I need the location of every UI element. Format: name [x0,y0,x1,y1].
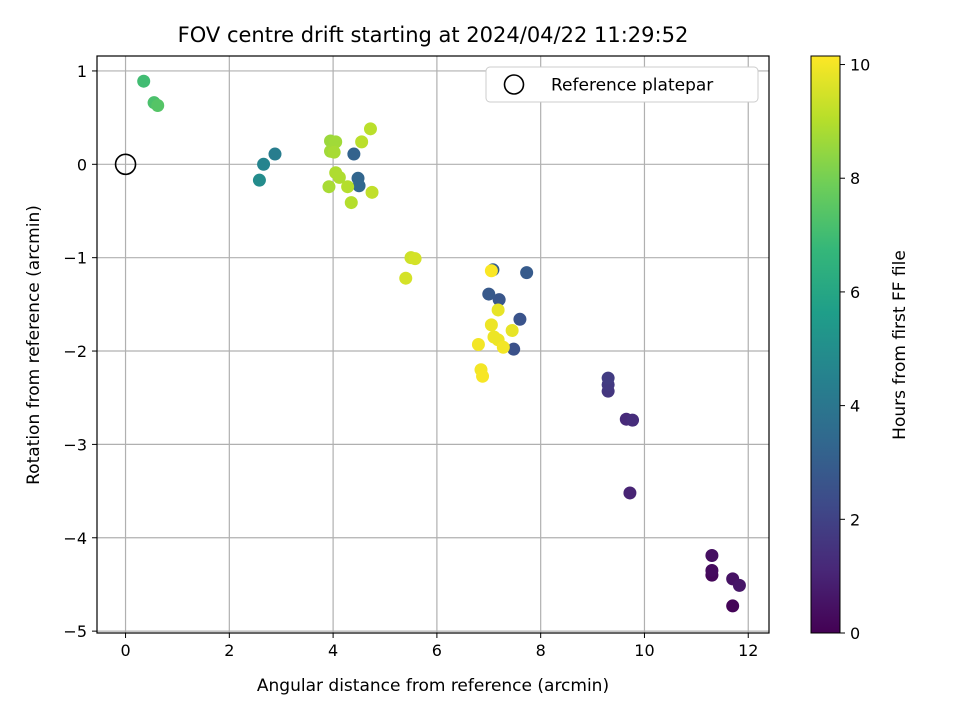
scatter-points [137,74,746,613]
scatter-point [705,549,719,563]
x-axis-label: Angular distance from reference (arcmin) [257,676,609,696]
scatter-point [365,185,379,199]
scatter-point [705,563,719,577]
scatter-point [151,98,165,112]
scatter-point [363,122,377,136]
scatter-point [623,486,637,500]
colorbar-label: Hours from first FF file [890,250,910,440]
colorbar-tick-label: 4 [850,397,860,416]
scatter-point [507,342,521,356]
legend: Reference platepar [485,66,759,103]
scatter-point [496,340,510,354]
legend-entry-reference: Reference platepar [551,76,713,96]
scatter-point [520,266,534,280]
scatter-point [408,252,422,266]
scatter-point [513,312,527,326]
colorbar-tick-label: 8 [850,169,860,188]
colorbar-tick-label: 0 [850,624,860,643]
scatter-point [732,578,746,592]
scatter-point [505,323,519,337]
x-tick-label: 6 [432,641,442,660]
colorbar-tick-label: 6 [850,283,860,302]
scatter-point [355,135,369,149]
colorbar: 0 2 4 6 8 10 Hours from first FF file [810,55,910,643]
y-axis-label: Rotation from reference (arcmin) [24,205,44,485]
y-tick-label: −5 [63,622,87,641]
colorbar-frame [810,55,841,634]
scatter-point [137,74,151,88]
scatter-point [322,180,336,194]
colorbar-tick-label: 2 [850,510,860,529]
colorbar-gradient [811,56,840,633]
scatter-point [484,264,498,278]
scatter-point [471,338,485,351]
scatter-point [347,147,361,161]
y-tick-label: −4 [63,529,87,548]
scatter-point [327,145,341,159]
scatter-point [484,318,498,332]
scatter-point [601,371,615,385]
plot-frame [96,55,770,634]
legend-box [485,66,759,103]
y-tick-label: 1 [77,62,87,81]
colorbar-tick-label: 10 [850,56,870,75]
x-tick-label: 4 [328,641,338,660]
y-axis-ticks: −5 −4 −3 −2 −1 0 1 [63,62,97,641]
x-tick-label: 0 [120,641,130,660]
scatter-point [491,303,505,317]
y-tick-label: −2 [63,342,87,361]
y-tick-label: 0 [77,155,87,174]
scatter-point [626,413,640,427]
x-tick-label: 2 [224,641,234,660]
scatter-point [252,173,266,187]
scatter-point [268,147,282,161]
scatter-point [482,287,496,301]
chart-title: FOV centre drift starting at 2024/04/22 … [178,23,689,47]
scatter-point [399,271,413,285]
legend-reference-marker [503,74,525,95]
x-axis-ticks: 0 2 4 6 8 10 12 [120,633,758,660]
y-tick-label: −3 [63,435,87,454]
reference-platepar-marker [114,153,137,176]
grid [97,56,769,633]
scatter-point [344,196,358,210]
x-tick-label: 12 [738,641,758,660]
scatter-point [341,180,355,194]
scatter-point [332,170,346,184]
x-tick-label: 10 [634,641,654,660]
colorbar-ticks: 0 2 4 6 8 10 [840,56,870,643]
scatter-point [352,179,366,193]
scatter-point [492,293,506,307]
y-tick-label: −1 [63,249,87,268]
scatter-point [726,599,740,613]
scatter-point [476,369,490,383]
x-tick-label: 8 [536,641,546,660]
scatter-point [257,157,271,171]
